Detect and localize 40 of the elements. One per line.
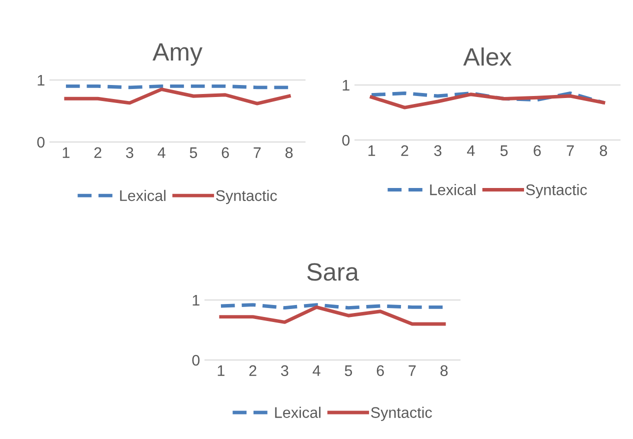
x-tick-label: 8	[600, 145, 608, 156]
legend-label: Syntactic	[371, 406, 432, 421]
x-tick-label: 4	[467, 145, 475, 156]
x-tick-label: 1	[62, 147, 70, 158]
chart-title: Amy	[152, 43, 202, 66]
x-tick-label: 4	[158, 147, 166, 158]
x-tick-label: 8	[440, 365, 448, 376]
x-tick-label: 5	[190, 147, 198, 158]
x-tick-label: 6	[534, 145, 541, 156]
chart-title: Alex	[463, 47, 512, 66]
line-series	[219, 305, 446, 326]
x-tick-label: 5	[344, 365, 352, 376]
x-tick-label: 3	[281, 365, 288, 376]
x-tick-label: 3	[434, 145, 442, 156]
legend-label: Syntactic	[216, 190, 277, 204]
y-tick-label: 0	[37, 136, 45, 148]
y-tick-label: 0	[342, 134, 350, 146]
line-series	[370, 92, 606, 110]
chart-title: Sara	[307, 263, 359, 281]
x-tick-label: 7	[254, 147, 261, 158]
legend-label: Lexical	[430, 184, 476, 196]
line-series	[370, 92, 606, 104]
legend-label: Syntactic	[526, 184, 587, 198]
y-tick-label: 0	[192, 354, 200, 366]
x-tick-label: 2	[94, 147, 102, 158]
x-tick-label: 4	[312, 365, 320, 376]
x-tick-label: 7	[408, 365, 416, 376]
legend-label: Lexical	[120, 190, 166, 202]
x-tick-label: 1	[368, 145, 376, 156]
x-tick-label: 3	[126, 147, 134, 158]
x-tick-label: 1	[218, 365, 224, 376]
x-tick-label: 6	[222, 147, 229, 158]
line-series	[64, 88, 291, 106]
x-tick-label: 7	[566, 145, 574, 156]
x-tick-label: 5	[500, 145, 508, 156]
x-tick-label: 2	[249, 365, 256, 376]
x-tick-label: 8	[285, 147, 293, 158]
legend-label: Lexical	[275, 406, 320, 418]
x-tick-label: 2	[401, 145, 408, 156]
x-tick-label: 6	[376, 365, 384, 376]
